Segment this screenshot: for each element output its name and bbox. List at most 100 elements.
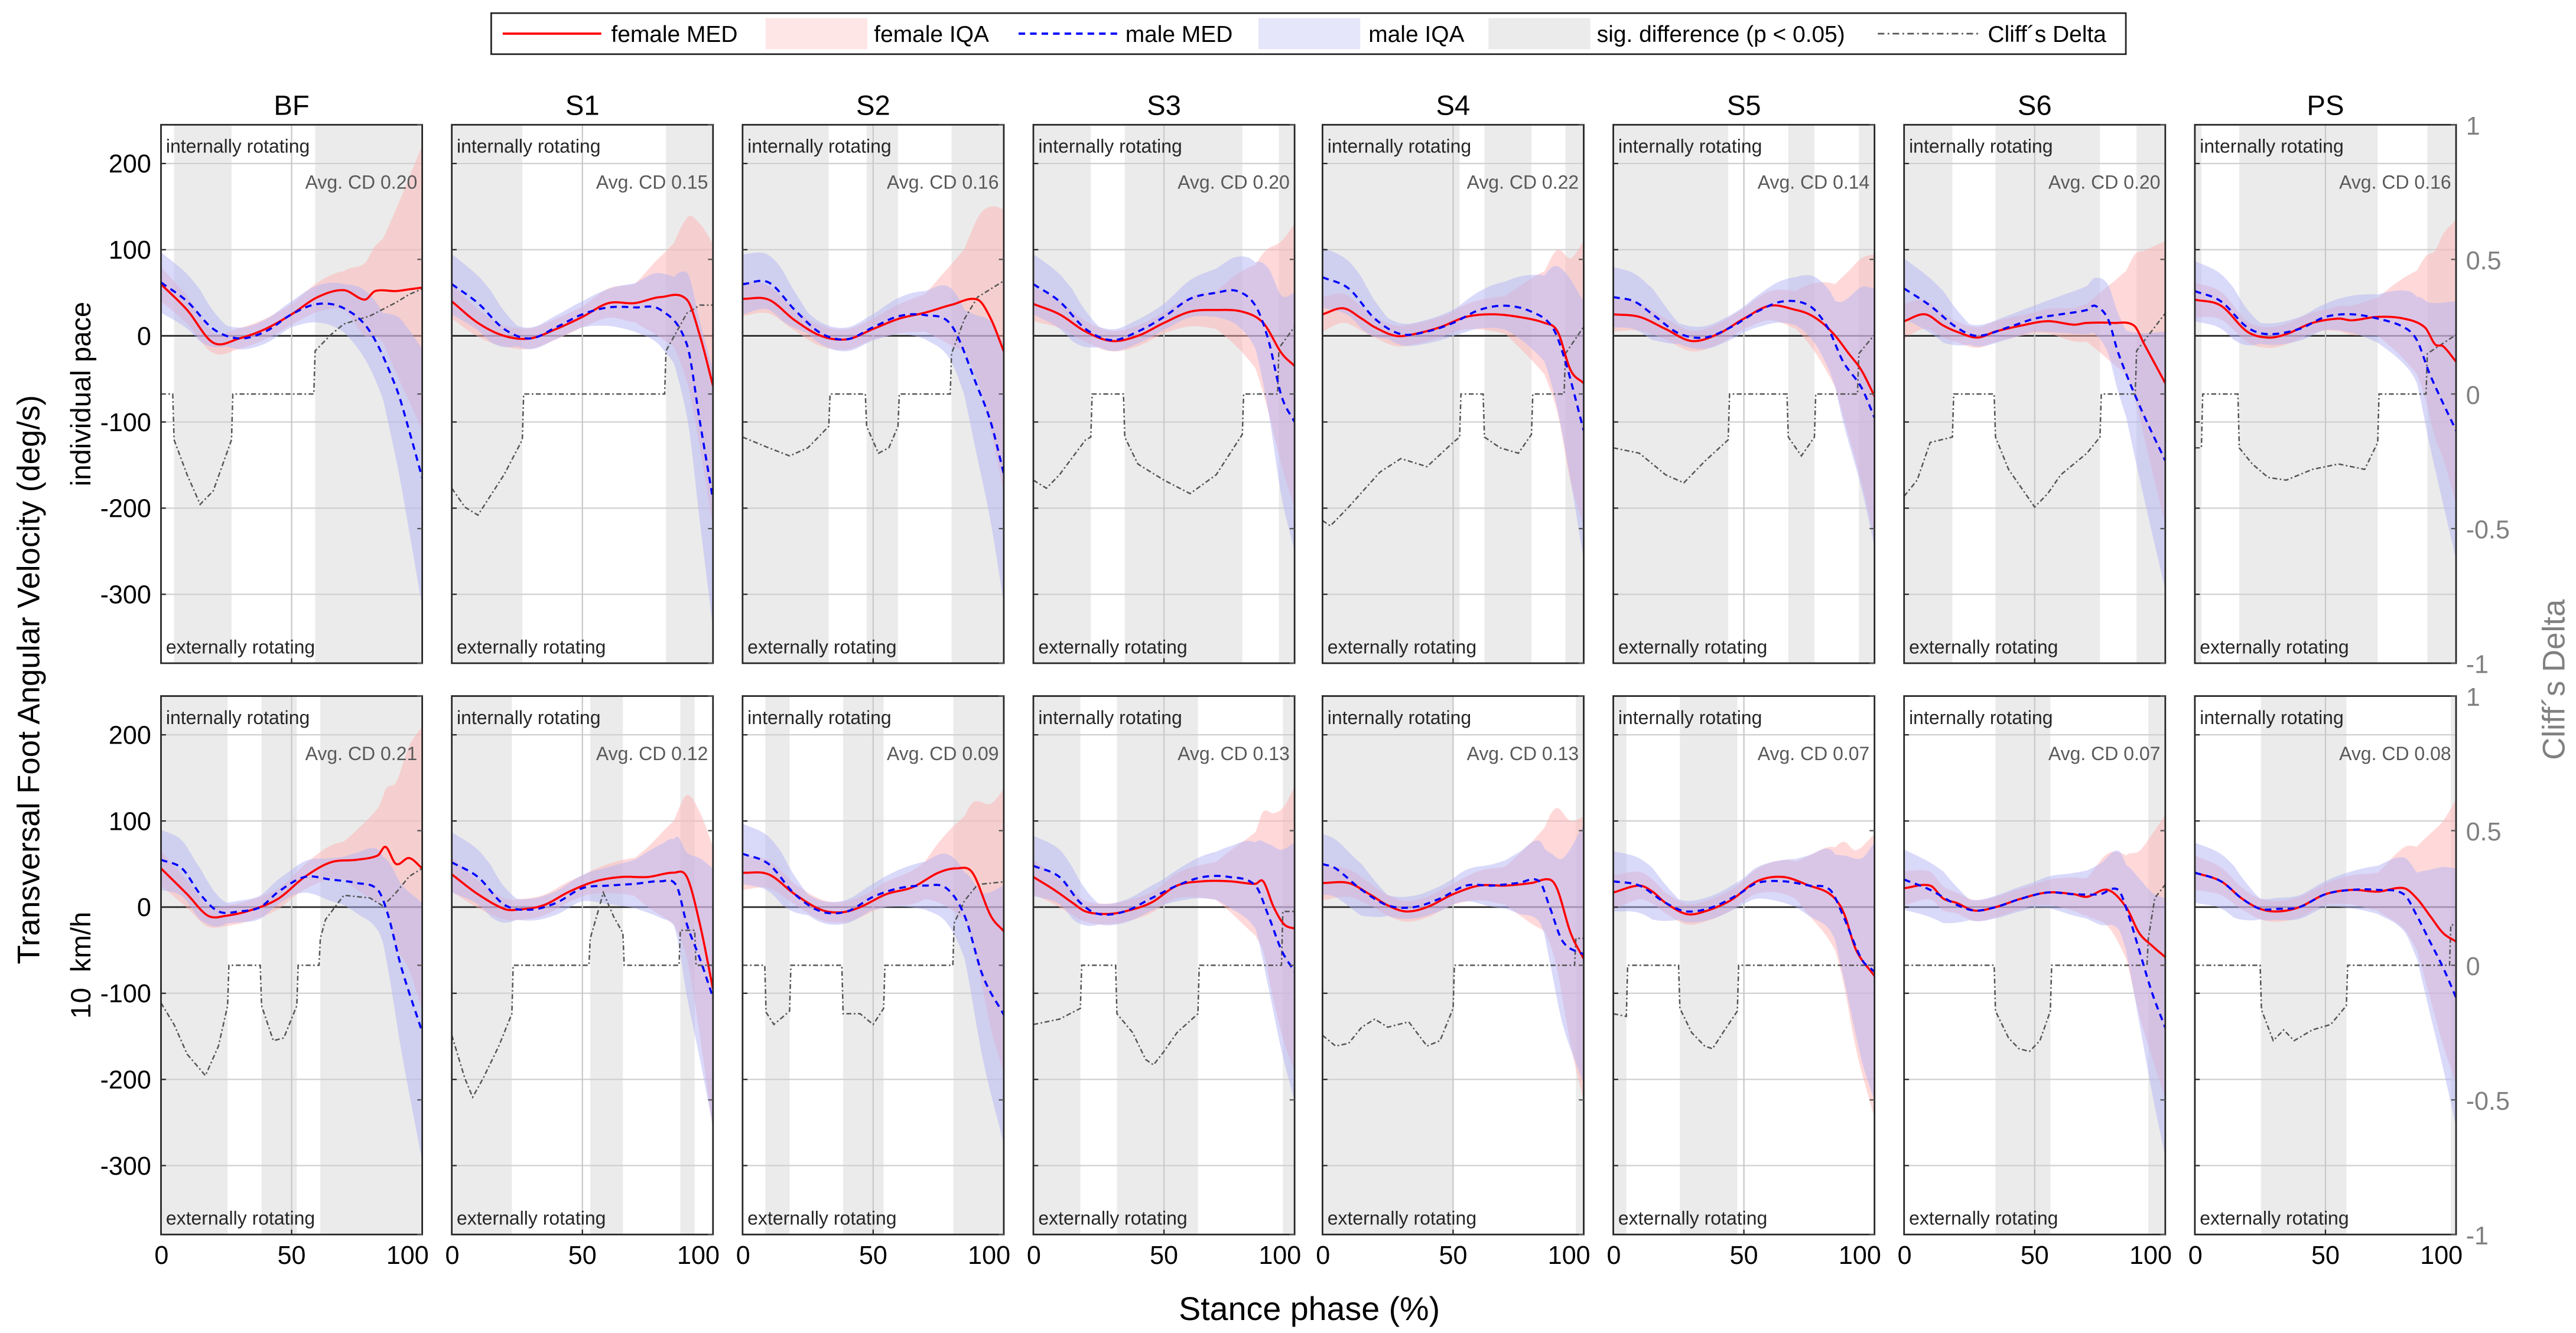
cliffs-delta-line	[1322, 326, 1584, 527]
x-tick-label: 100	[2420, 1241, 2463, 1270]
legend-female-iqa-label: female IQA	[874, 22, 989, 47]
panel-title: S3	[1147, 90, 1181, 122]
sig-difference-region	[451, 696, 512, 1235]
externally-rotating-label: externally rotating	[166, 636, 315, 657]
x-axis-label: Stance phase (%)	[1179, 1290, 1440, 1327]
internally-rotating-label: internally rotating	[1618, 707, 1762, 728]
male-iqa-band	[1904, 258, 2165, 590]
cliffs-delta-line	[161, 868, 422, 1077]
male-med-line	[451, 861, 713, 998]
male-med-line	[1322, 276, 1584, 431]
avg-cd-label: Avg. CD 0.09	[887, 743, 999, 764]
sig-difference-region	[590, 696, 623, 1235]
panel-bf-row1: internally rotating Avg. CD 0.20 externall…	[161, 125, 422, 663]
y2-tick-label: 0	[2466, 382, 2480, 410]
cliffs-delta-line	[451, 890, 713, 1099]
legend-sig-label: sig. difference (p < 0.05)	[1597, 22, 1845, 47]
externally-rotating-label: externally rotating	[1909, 1208, 2058, 1229]
female-med-line	[2194, 298, 2457, 363]
sig-difference-region	[765, 696, 790, 1235]
panel-s3-row1: internally rotating Avg. CD 0.20 externall…	[1033, 125, 1295, 663]
y2-tick-label: -1	[2466, 651, 2489, 679]
sig-difference-region	[174, 125, 232, 663]
male-iqa-band	[1322, 825, 1584, 1084]
cliffs-delta-line	[2194, 924, 2457, 1042]
x-tick-label: 0	[1027, 1241, 1041, 1270]
y2-tick-label: -0.5	[2466, 1087, 2510, 1116]
panel-s2-row2: internally rotating Avg. CD 0.09 externall…	[742, 696, 1004, 1235]
male-iqa-band	[161, 252, 422, 608]
male-med-line	[742, 852, 1004, 1016]
male-iqa-band	[1322, 247, 1584, 560]
male-med-line	[1613, 296, 1875, 418]
avg-cd-label: Avg. CD 0.20	[1178, 172, 1290, 193]
externally-rotating-label: externally rotating	[1038, 1208, 1187, 1229]
x-tick-label: 0	[1898, 1241, 1912, 1270]
internally-rotating-label: internally rotating	[747, 136, 891, 157]
panel-s5-row1: internally rotating Avg. CD 0.14 externall…	[1613, 125, 1875, 663]
sig-difference-region	[843, 696, 884, 1235]
male-med-line	[451, 283, 713, 500]
x-tick-label: 100	[2129, 1241, 2172, 1270]
internally-rotating-label: internally rotating	[457, 136, 600, 157]
y-tick-label: 100	[109, 807, 151, 836]
internally-rotating-label: internally rotating	[1909, 707, 2053, 728]
male-med-line	[161, 281, 422, 478]
sig-difference-region	[1484, 125, 1532, 663]
male-med-line	[1904, 878, 2165, 1028]
externally-rotating-label: externally rotating	[457, 636, 606, 657]
x-tick-label: 50	[1439, 1241, 1467, 1270]
legend-female-iqa-swatch	[765, 18, 868, 50]
legend-male-iqa-swatch	[1258, 18, 1361, 50]
panel-title: S1	[565, 90, 600, 122]
male-iqa-band	[742, 252, 1004, 603]
externally-rotating-label: externally rotating	[747, 1208, 896, 1229]
sig-difference-region	[1613, 125, 1729, 663]
sig-difference-region	[742, 125, 829, 663]
internally-rotating-label: internally rotating	[1618, 136, 1762, 157]
sig-difference-region	[2239, 125, 2378, 663]
y-tick-label: -200	[100, 495, 151, 523]
y-tick-label: -100	[100, 980, 151, 1008]
female-med-line	[451, 294, 713, 386]
internally-rotating-label: internally rotating	[1038, 707, 1182, 728]
cliffs-delta-line	[1322, 937, 1584, 1047]
y-tick-label: 0	[137, 322, 151, 351]
sig-difference-region	[2260, 696, 2347, 1235]
internally-rotating-label: internally rotating	[2200, 136, 2343, 157]
cliffs-delta-line	[1033, 326, 1295, 495]
sig-difference-region	[1995, 125, 2100, 663]
internally-rotating-label: internally rotating	[2200, 707, 2343, 728]
avg-cd-label: Avg. CD 0.16	[2339, 172, 2451, 193]
male-iqa-band	[1033, 835, 1295, 1101]
legend-cd-label: Cliff´s Delta	[1988, 22, 2107, 47]
x-tick-label: 100	[677, 1241, 720, 1270]
externally-rotating-label: externally rotating	[1038, 636, 1187, 657]
sig-difference-region	[1788, 125, 1814, 663]
avg-cd-label: Avg. CD 0.16	[887, 172, 999, 193]
y-tick-label: -200	[100, 1066, 151, 1094]
panel-title: S2	[856, 90, 890, 122]
internally-rotating-label: internally rotating	[166, 707, 310, 728]
panel-title: S4	[1436, 90, 1471, 122]
x-tick-label: 50	[1730, 1241, 1758, 1270]
avg-cd-label: Avg. CD 0.13	[1467, 743, 1579, 764]
female-med-line	[161, 845, 422, 919]
male-iqa-band	[1904, 849, 2165, 1157]
cliffs-delta-line	[1904, 884, 2165, 1052]
externally-rotating-label: externally rotating	[747, 636, 896, 657]
y-tick-label: -300	[100, 1152, 151, 1181]
externally-rotating-label: externally rotating	[1909, 636, 2058, 657]
internally-rotating-label: internally rotating	[166, 136, 310, 157]
sig-difference-region	[1124, 125, 1243, 663]
panel-s6-row2: internally rotating Avg. CD 0.07 externall…	[1904, 696, 2165, 1235]
male-iqa-band	[1033, 254, 1295, 552]
female-iqa-band	[161, 145, 422, 430]
y-tick-label: 100	[109, 236, 151, 265]
x-tick-label: 0	[1316, 1241, 1330, 1270]
cliffs-delta-line	[742, 881, 1004, 1026]
male-med-line	[742, 279, 1004, 474]
x-tick-label: 50	[2021, 1241, 2049, 1270]
panel-title: BF	[274, 90, 309, 122]
